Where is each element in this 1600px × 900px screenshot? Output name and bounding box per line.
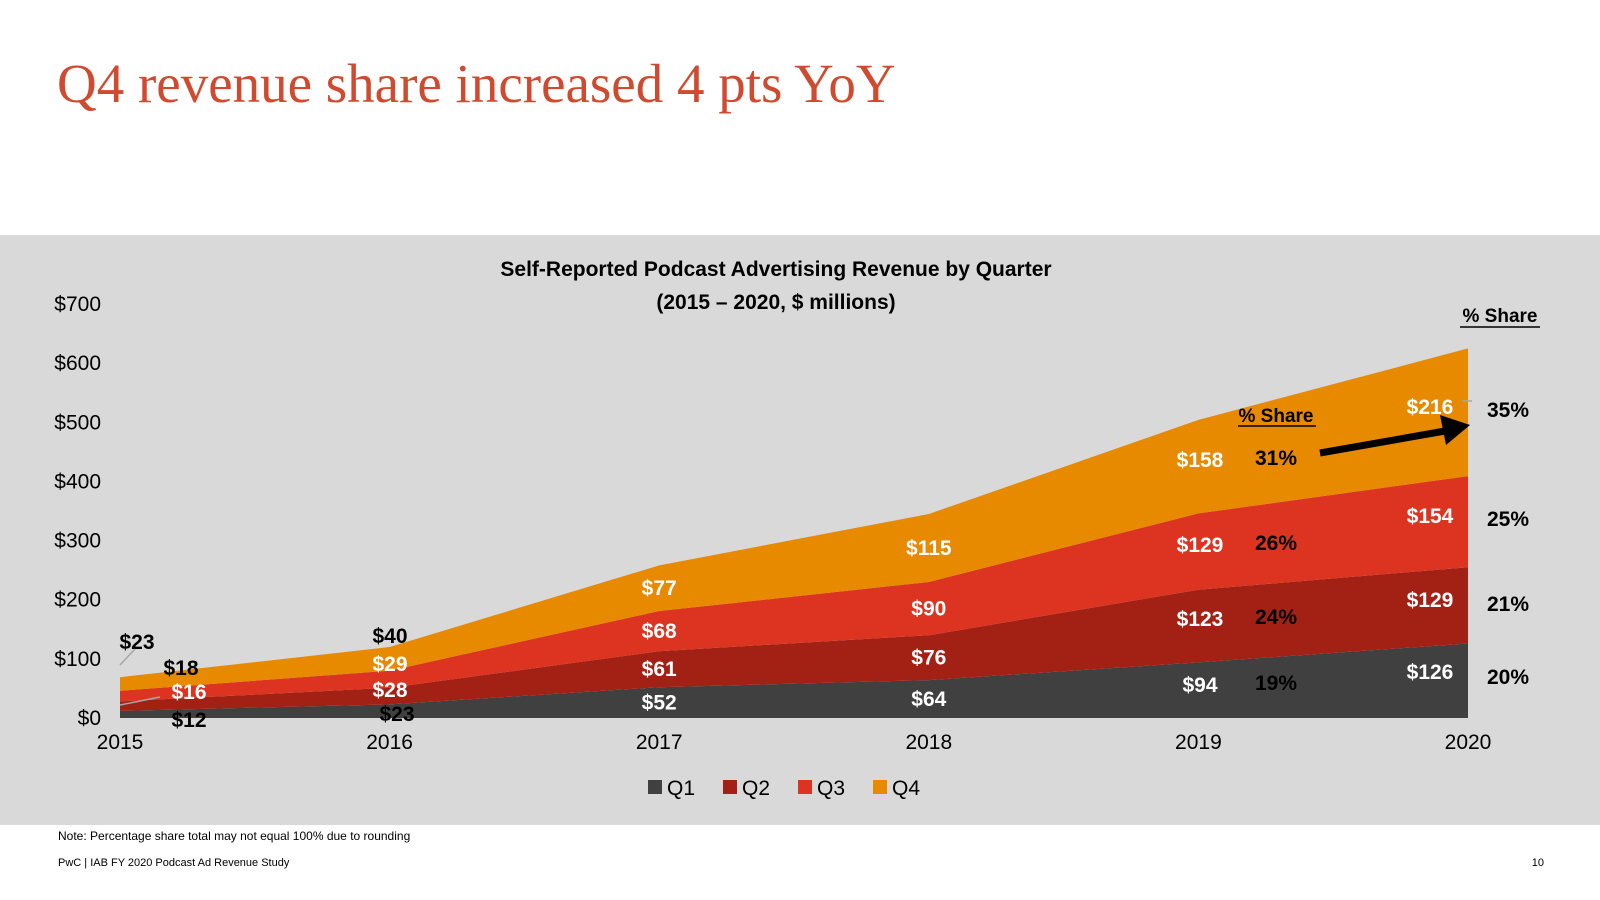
data-label-q4: $77 <box>642 577 677 600</box>
data-label-q3: $68 <box>642 620 677 643</box>
y-tick-label: $300 <box>54 530 101 553</box>
data-label-q2: $61 <box>642 658 677 681</box>
trend-arrow-shaft <box>1319 427 1446 457</box>
data-label-q1: $94 <box>1182 674 1217 697</box>
data-label-q2: $28 <box>372 679 407 702</box>
x-tick-label: 2015 <box>97 731 144 754</box>
x-tick-label: 2020 <box>1445 731 1492 754</box>
y-tick-label: $700 <box>54 293 101 316</box>
x-tick-label: 2018 <box>905 731 952 754</box>
area-chart: Self-Reported Podcast Advertising Revenu… <box>54 258 1540 800</box>
area-q3 <box>120 476 1468 702</box>
y-tick-label: $0 <box>78 707 101 730</box>
data-label-q4: $23 <box>119 631 154 654</box>
share-2020-q2: 21% <box>1487 593 1529 616</box>
data-label-q2: $16 <box>171 681 206 704</box>
data-label-q2: $123 <box>1177 608 1224 631</box>
data-label-q4: $158 <box>1177 449 1224 472</box>
share-2019-q4: 31% <box>1255 447 1297 470</box>
share-2019-q2: 24% <box>1255 606 1297 629</box>
share-2020-q4: 35% <box>1487 399 1529 422</box>
y-tick-label: $200 <box>54 589 101 612</box>
leader-line <box>119 696 161 706</box>
legend-swatch-q4 <box>873 780 887 794</box>
data-label-q3: $154 <box>1407 505 1454 528</box>
share-header-2019: % Share <box>1239 406 1314 427</box>
legend-label-q2: Q2 <box>742 777 770 800</box>
legend-label-q3: Q3 <box>817 777 845 800</box>
slide-title: Q4 revenue share increased 4 pts YoY <box>57 53 896 114</box>
data-label-q2: $129 <box>1407 589 1454 612</box>
data-label-q4: $216 <box>1407 396 1454 419</box>
y-tick-label: $600 <box>54 352 101 375</box>
data-label-q1: $52 <box>642 692 677 715</box>
data-label-q1: $126 <box>1407 661 1454 684</box>
y-tick-label: $100 <box>54 648 101 671</box>
x-tick-label: 2017 <box>636 731 683 754</box>
share-2020-q1: 20% <box>1487 666 1529 689</box>
data-label-q3: $18 <box>163 657 198 680</box>
chart-panel: Self-Reported Podcast Advertising Revenu… <box>0 235 1600 825</box>
trend-arrow-head <box>1440 415 1470 445</box>
y-tick-label: $400 <box>54 470 101 493</box>
data-label-q1: $64 <box>911 688 946 711</box>
share-2020-q3: 25% <box>1487 508 1529 531</box>
legend-swatch-q2 <box>723 780 737 794</box>
x-tick-label: 2019 <box>1175 731 1222 754</box>
page-number: 10 <box>1531 857 1544 869</box>
chart-subtitle: (2015 – 2020, $ millions) <box>656 291 895 314</box>
area-q1 <box>120 643 1468 718</box>
data-label-q2: $76 <box>911 647 946 670</box>
chart-title: Self-Reported Podcast Advertising Revenu… <box>500 258 1051 281</box>
data-label-q3: $29 <box>372 653 407 676</box>
x-tick-label: 2016 <box>366 731 413 754</box>
data-label-q3: $129 <box>1177 534 1224 557</box>
legend-swatch-q1 <box>648 780 662 794</box>
data-label-q4: $40 <box>372 625 407 648</box>
data-label-q1: $12 <box>171 709 206 732</box>
y-tick-label: $500 <box>54 411 101 434</box>
legend-label-q4: Q4 <box>892 777 920 800</box>
data-label-q4: $115 <box>906 537 952 560</box>
leader-line <box>119 648 136 666</box>
data-label-q3: $90 <box>911 598 946 621</box>
area-q2 <box>120 567 1468 711</box>
share-2019-q1: 19% <box>1255 672 1297 695</box>
legend-swatch-q3 <box>798 780 812 794</box>
share-header-2020: % Share <box>1463 306 1538 327</box>
share-2019-q3: 26% <box>1255 532 1297 555</box>
data-label-q1: $23 <box>379 703 414 726</box>
footer-source: PwC | IAB FY 2020 Podcast Ad Revenue Stu… <box>58 857 290 869</box>
legend-label-q1: Q1 <box>667 777 695 800</box>
footnote: Note: Percentage share total may not equ… <box>58 829 411 843</box>
